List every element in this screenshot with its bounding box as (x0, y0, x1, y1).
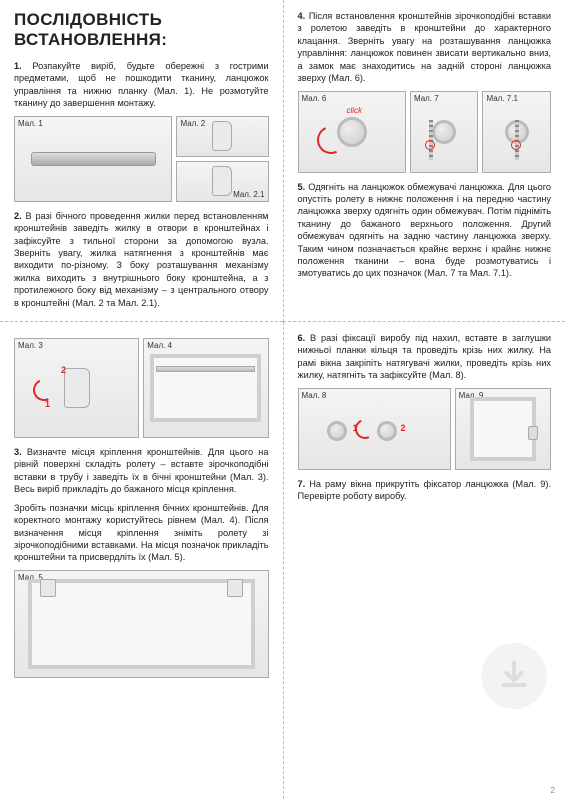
red-circle-icon (511, 140, 521, 150)
step-4-num: 4. (298, 11, 306, 21)
quadrant-top-left: Послідовність встановлення: 1. Розпакуйт… (0, 0, 283, 322)
step-1-num: 1. (14, 61, 22, 71)
ring-graphic (377, 421, 397, 441)
step-4-body: Після встановлення кронштейнів зірочкопо… (298, 11, 552, 83)
step-2-num: 2. (14, 211, 22, 221)
ring-graphic (327, 421, 347, 441)
step-7-num: 7. (298, 479, 306, 489)
figure-row-3: Мал. 3 1 2 Мал. 4 (14, 338, 269, 438)
bracket-graphic (212, 121, 232, 151)
figure-row-4: Мал. 5 (14, 570, 269, 678)
figure-4: Мал. 4 (143, 338, 268, 438)
figure-5: Мал. 5 (14, 570, 269, 678)
red-number-2: 2 (61, 365, 66, 375)
frame-graphic (28, 579, 255, 669)
step-3a-text: 3. Визначте місця кріплення кронштейнів.… (14, 446, 269, 496)
red-arrow-icon (352, 416, 378, 442)
figure-2-stack: Мал. 2 Мал. 2.1 (176, 116, 268, 202)
quadrant-bottom-right: 6. В разі фіксації виробу під нахил, вст… (283, 322, 565, 799)
small-bracket-graphic (40, 579, 56, 597)
level-graphic (156, 366, 255, 372)
figure-row-5: Мал. 8 1 2 Мал. 9 (298, 388, 552, 470)
watermark-icon (481, 643, 547, 709)
fixator-graphic (528, 426, 538, 440)
step-7-text: 7. На раму вікна прикрутіть фіксатор лан… (298, 478, 552, 503)
figure-3: Мал. 3 1 2 (14, 338, 139, 438)
step-1-text: 1. Розпакуйте виріб, будьте обережні з г… (14, 60, 269, 110)
figure-2-label: Мал. 2 (180, 119, 205, 128)
step-3a-body: Визначте місця кріплення кронштейнів. Дл… (14, 447, 269, 494)
figure-2-1: Мал. 2.1 (176, 161, 268, 202)
step-7-body: На раму вікна прикрутіть фіксатор ланцюж… (298, 479, 552, 501)
step-1-body: Розпакуйте виріб, будьте обережні з гост… (14, 61, 269, 108)
figure-1-label: Мал. 1 (18, 119, 43, 128)
step-3-num: 3. (14, 447, 22, 457)
figure-7: Мал. 7 (410, 91, 479, 173)
figure-9: Мал. 9 (455, 388, 551, 470)
download-arrow-icon (496, 658, 532, 694)
red-number-2b: 2 (401, 423, 406, 433)
figure-row-2: Мал. 6 click Мал. 7 Мал. 7.1 (298, 91, 552, 173)
page-number: 2 (551, 786, 555, 795)
red-arrow-icon (30, 376, 58, 404)
figure-2: Мал. 2 (176, 116, 268, 157)
figure-3-label: Мал. 3 (18, 341, 43, 350)
step-4-text: 4. Після встановлення кронштейнів зірочк… (298, 10, 552, 85)
figure-2-1-label: Мал. 2.1 (233, 190, 264, 199)
figure-7-1-label: Мал. 7.1 (486, 94, 517, 103)
figure-4-label: Мал. 4 (147, 341, 172, 350)
step-2-text: 2. В разі бічного проведення жилки перед… (14, 210, 269, 309)
quadrant-top-right: 4. Після встановлення кронштейнів зірочк… (283, 0, 565, 322)
frame-graphic (470, 397, 536, 461)
step-6-body: В разі фіксації виробу під нахил, вставт… (298, 333, 552, 380)
frame-graphic (150, 354, 261, 423)
figure-6-label: Мал. 6 (302, 94, 327, 103)
figure-row-1: Мал. 1 Мал. 2 Мал. 2.1 (14, 116, 269, 202)
step-2-body: В разі бічного проведення жилки перед вс… (14, 211, 269, 308)
figure-7-label: Мал. 7 (414, 94, 439, 103)
step-6-text: 6. В разі фіксації виробу під нахил, вст… (298, 332, 552, 382)
small-bracket-graphic (227, 579, 243, 597)
figure-8: Мал. 8 1 2 (298, 388, 451, 470)
step-5-text: 5. Одягніть на ланцюжок обмежувачі ланцю… (298, 181, 552, 280)
figure-1: Мал. 1 (14, 116, 172, 202)
bracket-graphic (212, 166, 232, 196)
step-6-num: 6. (298, 333, 306, 343)
red-circle-icon (425, 140, 435, 150)
ring-graphic (432, 120, 456, 144)
tube-graphic (31, 152, 156, 166)
bracket-graphic (64, 368, 90, 408)
figure-8-label: Мал. 8 (302, 391, 327, 400)
step-3b-text: Зробіть позначки місць кріплення бічних … (14, 502, 269, 564)
step-5-body: Одягніть на ланцюжок обмежувачі ланцюжка… (298, 182, 552, 279)
page-title: Послідовність встановлення: (14, 10, 269, 50)
figure-7-1: Мал. 7.1 (482, 91, 551, 173)
click-label: click (347, 106, 363, 115)
step-5-num: 5. (298, 182, 306, 192)
quadrant-bottom-left: Мал. 3 1 2 Мал. 4 3. Визначте місця кріп… (0, 322, 283, 799)
figure-6: Мал. 6 click (298, 91, 406, 173)
